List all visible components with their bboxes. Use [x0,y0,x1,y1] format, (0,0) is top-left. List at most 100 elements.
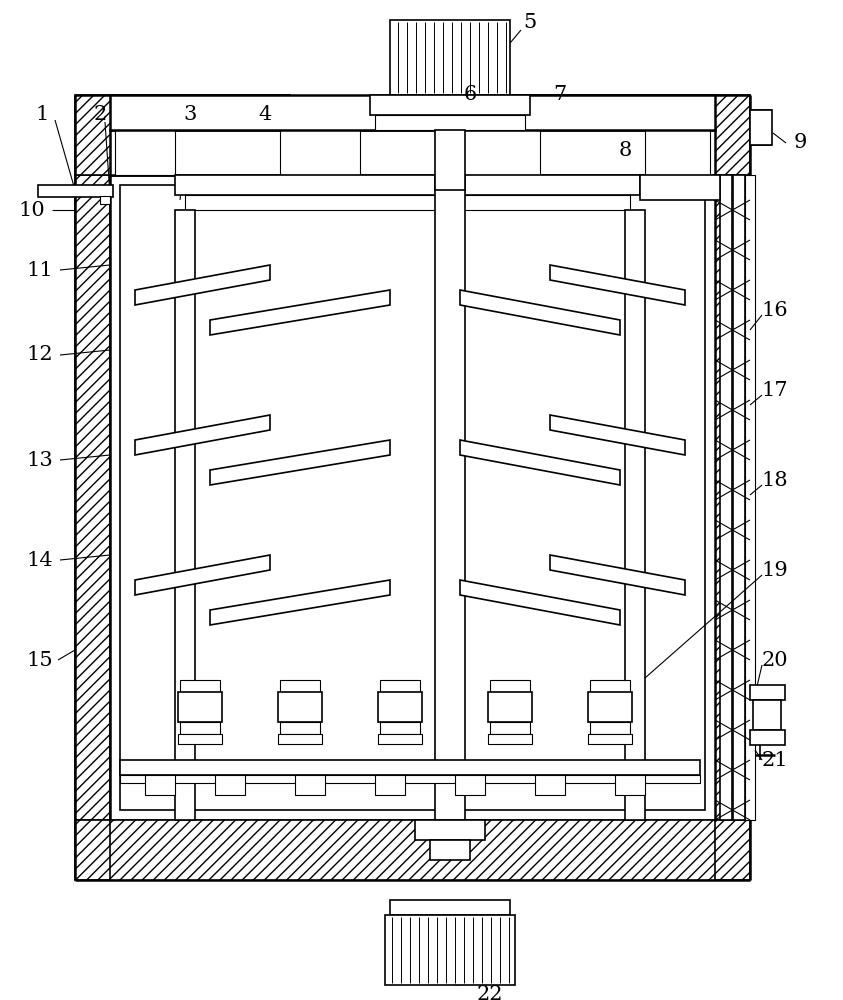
Polygon shape [135,265,270,305]
Polygon shape [460,130,540,175]
Bar [185,195,630,210]
Bar [375,775,405,795]
Polygon shape [645,130,710,175]
Bar [490,680,530,692]
Text: 10: 10 [19,200,46,220]
Bar [640,175,720,200]
Bar [390,20,510,95]
Text: 8: 8 [619,140,631,159]
Text: 12: 12 [27,346,53,364]
Polygon shape [135,415,270,455]
Bar [488,734,532,744]
Bar [175,175,640,195]
Polygon shape [115,130,175,175]
Polygon shape [75,95,290,175]
Polygon shape [210,290,390,335]
Bar [745,175,755,820]
Bar [278,692,322,722]
Bar [720,175,732,820]
Bar [455,775,485,795]
Polygon shape [75,175,110,820]
Bar [100,196,110,204]
Bar [588,734,632,744]
Polygon shape [460,580,620,625]
Bar [120,775,700,783]
Bar [733,175,745,820]
Bar [435,175,465,820]
Polygon shape [75,820,750,880]
Bar [488,692,532,722]
Bar [180,722,220,734]
Text: 17: 17 [762,380,788,399]
Bar [280,722,320,734]
Text: 21: 21 [762,750,788,770]
Bar [178,734,222,744]
Polygon shape [135,555,270,595]
Bar [750,730,785,745]
Polygon shape [490,95,750,175]
Bar [590,680,630,692]
Text: 7: 7 [553,86,566,104]
Text: 11: 11 [27,260,53,279]
Bar [385,915,515,985]
Text: 9: 9 [793,133,807,152]
Bar [175,210,195,820]
Bar [435,130,465,190]
Text: 4: 4 [258,105,271,124]
Bar [370,95,530,115]
Polygon shape [210,580,390,625]
Text: 20: 20 [762,650,788,670]
Text: 16: 16 [762,300,788,320]
Bar [588,692,632,722]
Bar [750,110,772,145]
Bar [145,775,175,795]
Polygon shape [210,440,390,485]
Text: 22: 22 [477,986,503,1000]
Text: 14: 14 [27,550,53,570]
Text: 6: 6 [464,86,476,104]
Bar [180,680,220,692]
Polygon shape [550,265,685,305]
Text: 1: 1 [35,105,49,124]
Text: 5: 5 [524,12,537,31]
Polygon shape [460,290,620,335]
Bar [110,95,715,130]
Polygon shape [460,440,620,485]
Bar [295,775,325,795]
Polygon shape [280,130,360,175]
Bar [490,722,530,734]
Polygon shape [110,820,715,880]
Bar [750,685,785,700]
Bar [415,820,485,840]
Text: 2: 2 [94,105,106,124]
Bar [590,722,630,734]
Bar [378,734,422,744]
Bar [280,680,320,692]
Text: 15: 15 [27,650,53,670]
Bar [178,692,222,722]
Bar [110,130,715,175]
Bar [430,840,470,860]
Text: 13: 13 [27,450,53,470]
Bar [278,734,322,744]
Polygon shape [550,555,685,595]
Bar [110,175,715,820]
Text: 18: 18 [762,471,788,489]
Bar [390,900,510,915]
Bar [615,775,645,795]
Bar [120,760,700,775]
Bar [38,185,113,197]
Bar [120,185,705,810]
Bar [378,692,422,722]
Polygon shape [715,175,750,820]
Bar [753,700,781,730]
Bar [375,115,525,130]
Bar [535,775,565,795]
Bar [625,210,645,820]
Bar [215,775,245,795]
Bar [380,722,420,734]
Text: 3: 3 [183,105,196,124]
Text: 19: 19 [761,560,788,580]
Bar [380,680,420,692]
Polygon shape [550,415,685,455]
